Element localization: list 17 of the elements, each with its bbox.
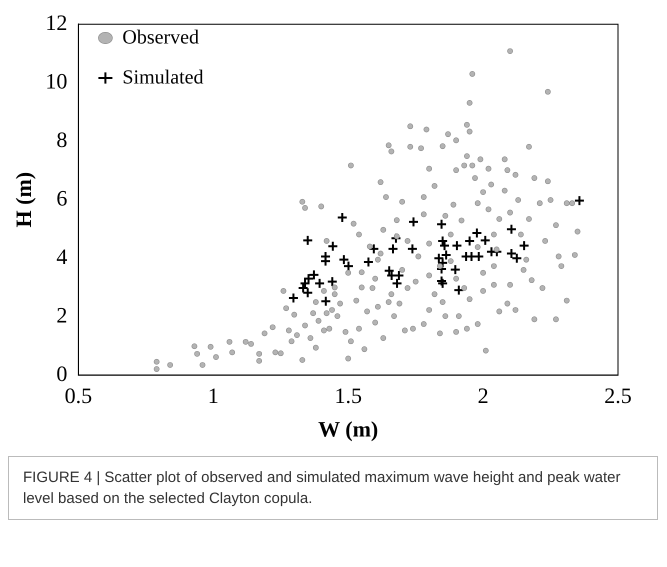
- legend-label: Simulated: [122, 66, 204, 88]
- x-axis-title: W (m): [318, 416, 378, 442]
- y-axis-title: H (m): [10, 172, 36, 228]
- y-tick-label: 4: [56, 244, 68, 269]
- x-tick-label: 2.5: [604, 383, 632, 408]
- x-tick-label: 1: [208, 383, 219, 408]
- x-tick-label: 2: [478, 383, 489, 408]
- y-tick-label: 8: [56, 126, 68, 152]
- y-tick-label: 12: [45, 10, 68, 35]
- y-tick-label: 6: [56, 185, 68, 210]
- legend-label: Observed: [122, 26, 200, 48]
- y-tick-label: 2: [56, 302, 68, 328]
- y-tick-label: 10: [45, 68, 68, 94]
- x-tick-label: 0.5: [64, 383, 92, 408]
- x-tick-label: 1.5: [334, 383, 362, 408]
- caption: FIGURE 4 | Scatter plot of observed and simulated maximum wave height and peak water level based on the selected Clayton copula.: [23, 468, 622, 509]
- y-tick-label: 0: [56, 360, 68, 386]
